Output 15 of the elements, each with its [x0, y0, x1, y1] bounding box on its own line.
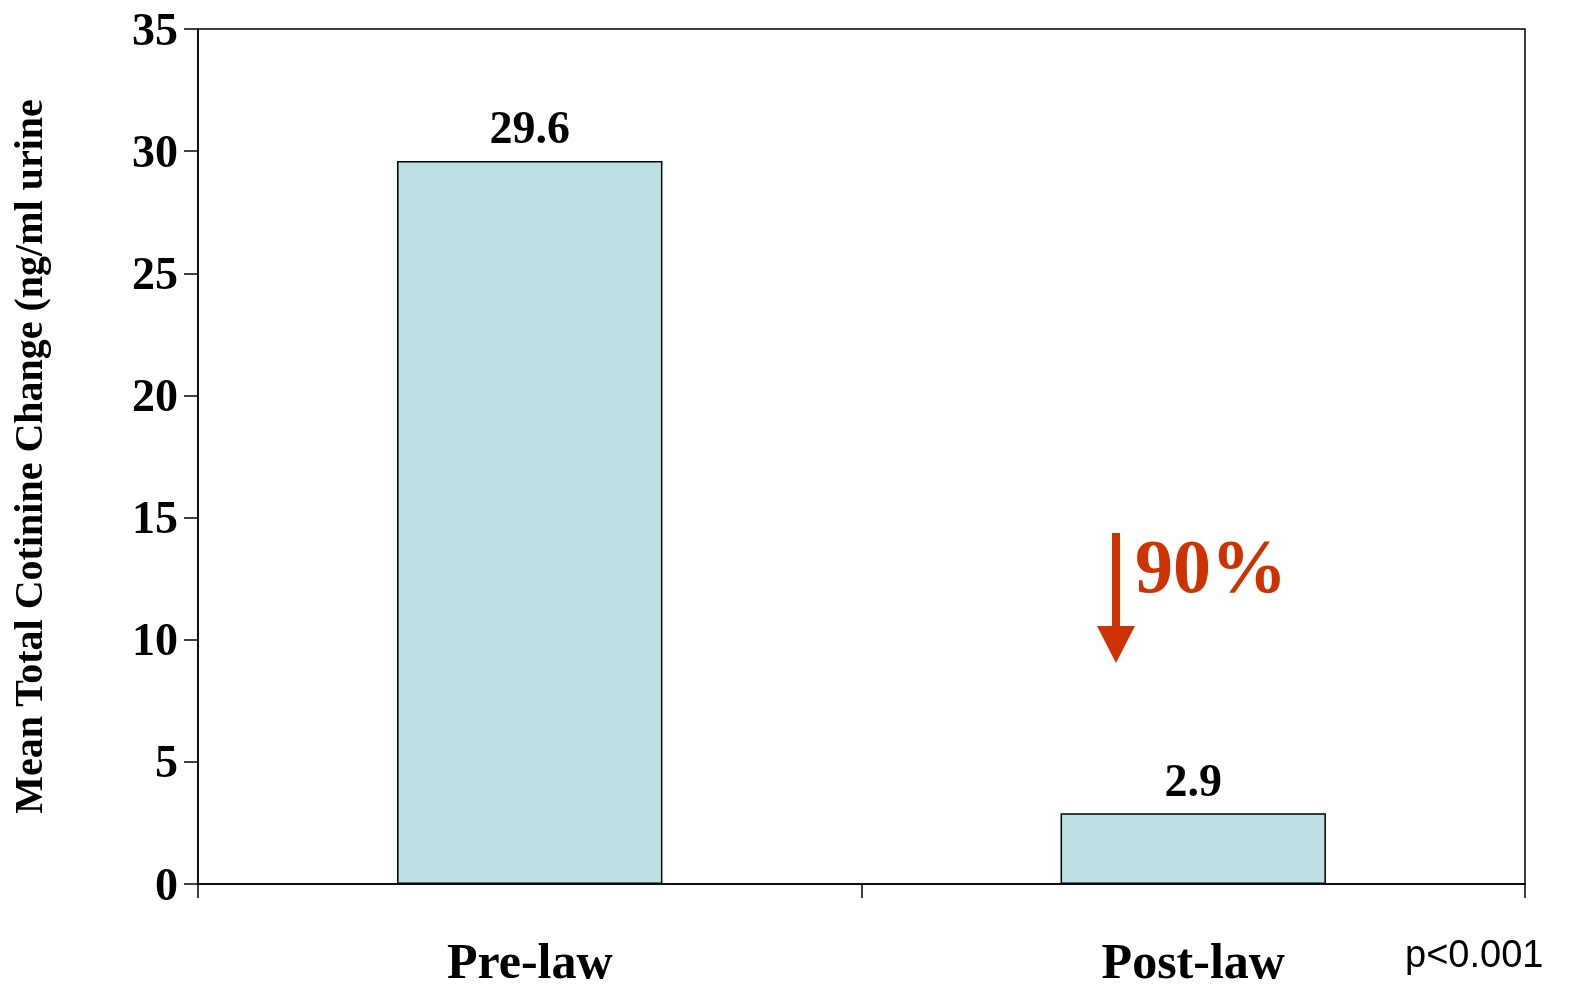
y-axis-title: Mean Total Cotinine Change (ng/ml urine — [5, 99, 51, 814]
text: p<0.001 — [1405, 933, 1544, 975]
data-label: 2.9 — [1164, 754, 1222, 806]
y-tick-label: 5 — [155, 736, 178, 788]
x-tick-label: Pre-law — [446, 933, 613, 989]
y-tick-label: 0 — [155, 858, 178, 910]
data-label: 29.6 — [489, 102, 570, 154]
y-tick-label: 15 — [132, 492, 178, 544]
y-tick-label: 35 — [132, 3, 178, 55]
x-tick-label: Post-law — [1101, 933, 1285, 989]
y-tick-label: 10 — [132, 614, 178, 666]
y-tick-label: 30 — [132, 125, 178, 177]
y-tick-label: 20 — [132, 369, 178, 421]
y-tick-label: 25 — [132, 247, 178, 299]
annotation: 90% — [1135, 524, 1287, 608]
